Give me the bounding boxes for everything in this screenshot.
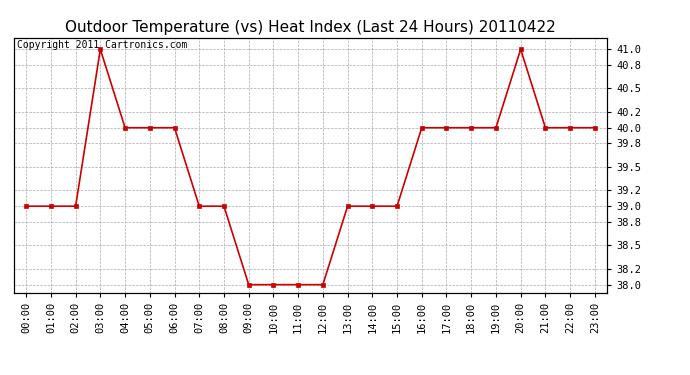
Title: Outdoor Temperature (vs) Heat Index (Last 24 Hours) 20110422: Outdoor Temperature (vs) Heat Index (Las… — [65, 20, 556, 35]
Text: Copyright 2011 Cartronics.com: Copyright 2011 Cartronics.com — [17, 40, 187, 50]
